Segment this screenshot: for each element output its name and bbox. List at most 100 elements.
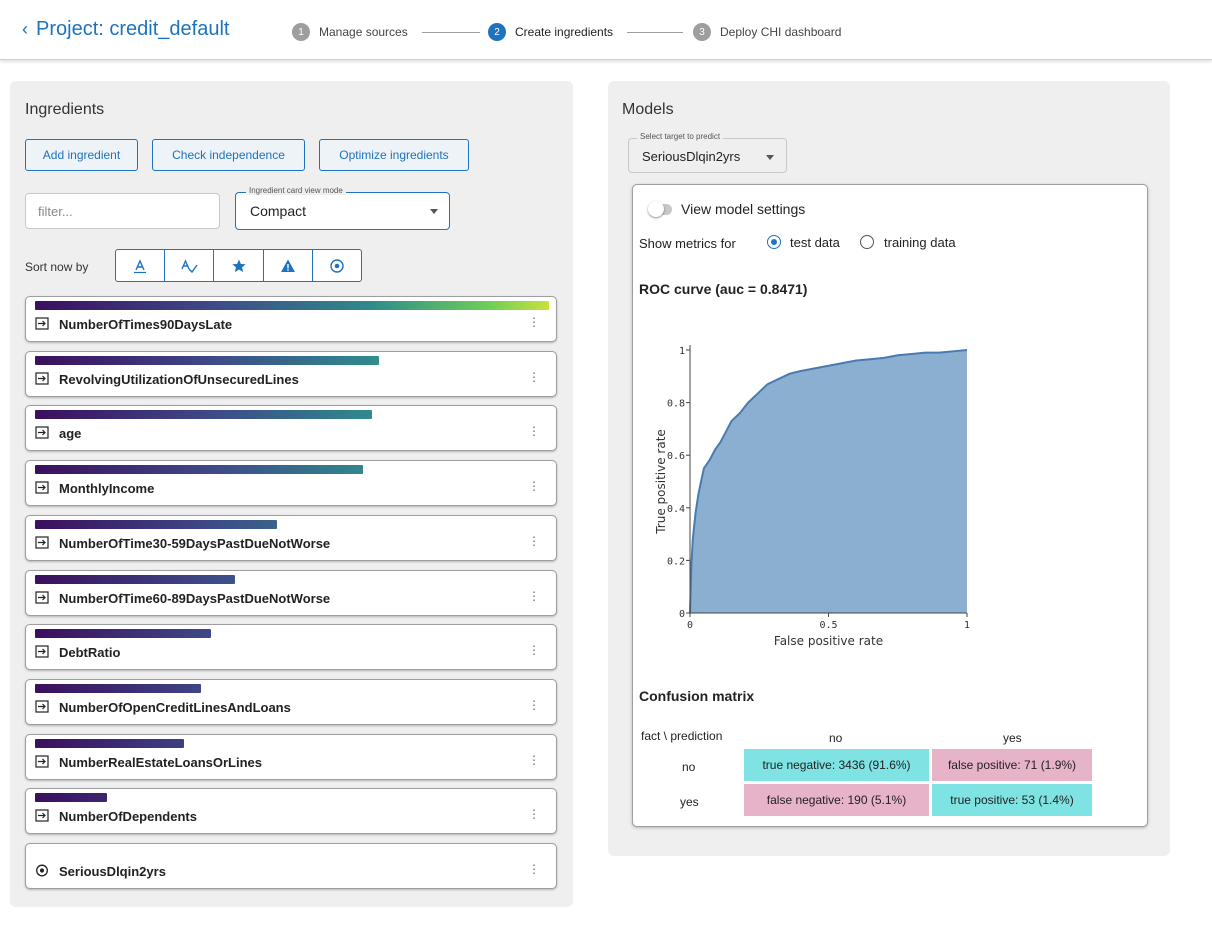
more-vert-icon[interactable]: ⋮ — [528, 807, 540, 821]
radio-test-label: test data — [790, 235, 840, 250]
importance-bar — [35, 356, 379, 365]
target-select[interactable]: Select target to predict SeriousDlqin2yr… — [628, 138, 787, 173]
step-connector — [627, 32, 683, 33]
ingredient-name: NumberOfDependents — [59, 809, 197, 824]
ingredient-card[interactable]: NumberRealEstateLoansOrLines⋮ — [25, 734, 557, 780]
view-mode-legend: Ingredient card view mode — [246, 186, 346, 195]
input-icon — [35, 755, 49, 768]
importance-bar — [35, 410, 372, 419]
ingredient-name: NumberOfTimes90DaysLate — [59, 317, 232, 332]
models-title: Models — [622, 101, 674, 119]
ingredient-name: NumberOfTime60-89DaysPastDueNotWorse — [59, 591, 330, 606]
ingredient-name: SeriousDlqin2yrs — [59, 864, 166, 879]
step-number: 1 — [292, 23, 310, 41]
radio-training-label: training data — [884, 235, 956, 250]
step-create-ingredients[interactable]: 2 Create ingredients — [488, 23, 613, 41]
ingredient-name: NumberOfTime30-59DaysPastDueNotWorse — [59, 536, 330, 551]
ingredient-name: NumberOfOpenCreditLinesAndLoans — [59, 700, 291, 715]
step-manage-sources[interactable]: 1 Manage sources — [292, 23, 408, 41]
target-select-value: SeriousDlqin2yrs — [642, 149, 740, 164]
y-tick-label: 0.2 — [667, 556, 685, 567]
more-vert-icon[interactable]: ⋮ — [528, 315, 540, 329]
cm-col-no: no — [829, 731, 842, 745]
cm-true-positive: true positive: 53 (1.4%) — [932, 784, 1092, 816]
ingredient-name: RevolvingUtilizationOfUnsecuredLines — [59, 372, 299, 387]
sort-button-group — [115, 249, 362, 282]
confusion-title: Confusion matrix — [639, 688, 754, 704]
show-metrics-label: Show metrics for — [639, 236, 736, 251]
ingredient-card[interactable]: NumberOfOpenCreditLinesAndLoans ⋮ — [25, 679, 557, 725]
warning-icon[interactable] — [264, 250, 313, 281]
step-connector — [422, 32, 480, 33]
radio-test-data[interactable] — [767, 235, 781, 249]
step-label: Create ingredients — [515, 25, 613, 39]
model-settings-toggle[interactable] — [650, 204, 672, 215]
cm-false-positive: false positive: 71 (1.9%) — [932, 749, 1092, 781]
roc-chart: 00.5100.20.40.60.81False positive rateTr… — [640, 330, 1000, 660]
input-icon — [35, 481, 49, 494]
y-tick-label: 0 — [679, 609, 685, 620]
input-icon — [35, 372, 49, 385]
y-tick-label: 0.6 — [667, 451, 685, 462]
optimize-ingredients-button[interactable]: Optimize ingredients — [319, 139, 469, 171]
step-deploy-dashboard[interactable]: 3 Deploy CHI dashboard — [693, 23, 841, 41]
ingredient-card[interactable]: DebtRatio⋮ — [25, 624, 557, 670]
check-independence-button[interactable]: Check independence — [152, 139, 305, 171]
cm-false-negative: false negative: 190 (5.1%) — [744, 784, 929, 816]
more-vert-icon[interactable]: ⋮ — [528, 643, 540, 657]
more-vert-icon[interactable]: ⋮ — [528, 424, 540, 438]
y-tick-label: 0.8 — [667, 399, 685, 410]
input-icon — [35, 645, 49, 658]
importance-bar — [35, 301, 549, 310]
more-vert-icon[interactable]: ⋮ — [528, 862, 540, 876]
top-bar: ‹Project: credit_default 1 Manage source… — [0, 0, 1212, 60]
radio-training-data[interactable] — [860, 235, 874, 249]
target-select-legend: Select target to predict — [637, 132, 723, 141]
target-icon — [35, 864, 49, 877]
chevron-left-icon: ‹ — [22, 19, 28, 40]
view-mode-select[interactable]: Ingredient card view mode Compact — [235, 192, 450, 230]
more-vert-icon[interactable]: ⋮ — [528, 370, 540, 384]
ingredient-card[interactable]: MonthlyIncome⋮ — [25, 460, 557, 506]
ingredient-card[interactable]: RevolvingUtilizationOfUnsecuredLines ⋮ — [25, 351, 557, 397]
roc-title: ROC curve (auc = 0.8471) — [639, 281, 807, 297]
step-number: 3 — [693, 23, 711, 41]
y-axis-label: True positive rate — [654, 429, 668, 535]
input-icon — [35, 700, 49, 713]
star-icon[interactable] — [214, 250, 263, 281]
sort-alpha-icon[interactable] — [116, 250, 165, 281]
importance-bar — [35, 520, 277, 529]
input-icon — [35, 809, 49, 822]
x-axis-label: False positive rate — [774, 634, 883, 648]
caret-down-icon — [766, 155, 774, 160]
add-ingredient-button[interactable]: Add ingredient — [25, 139, 138, 171]
more-vert-icon[interactable]: ⋮ — [528, 753, 540, 767]
more-vert-icon[interactable]: ⋮ — [528, 534, 540, 548]
ingredient-card[interactable]: SeriousDlqin2yrs ⋮ — [25, 843, 557, 889]
importance-bar — [35, 575, 235, 584]
ingredient-card[interactable]: NumberOfDependents ⋮ — [25, 788, 557, 834]
view-model-settings-label: View model settings — [681, 201, 805, 217]
step-label: Deploy CHI dashboard — [720, 25, 841, 39]
target-icon[interactable] — [313, 250, 361, 281]
input-icon — [35, 426, 49, 439]
more-vert-icon[interactable]: ⋮ — [528, 589, 540, 603]
input-icon — [35, 591, 49, 604]
ingredient-card[interactable]: NumberOfTimes90DaysLate ⋮ — [25, 296, 557, 342]
ingredient-card[interactable]: NumberOfTime60-89DaysPastDueNotWorse ⋮ — [25, 570, 557, 616]
ingredient-card[interactable]: NumberOfTime30-59DaysPastDueNotWorse ⋮ — [25, 515, 557, 561]
ingredients-title: Ingredients — [25, 101, 104, 119]
importance-bar — [35, 629, 211, 638]
more-vert-icon[interactable]: ⋮ — [528, 479, 540, 493]
back-to-project-link[interactable]: ‹Project: credit_default — [22, 18, 229, 41]
filter-input[interactable]: filter... — [25, 193, 220, 229]
more-vert-icon[interactable]: ⋮ — [528, 698, 540, 712]
roc-area — [690, 350, 967, 613]
importance-bar — [35, 793, 107, 802]
ingredient-card[interactable]: age ⋮ — [25, 405, 557, 451]
ingredient-name: age — [59, 426, 81, 441]
spellcheck-icon[interactable] — [165, 250, 214, 281]
cm-col-yes: yes — [1003, 731, 1022, 745]
caret-down-icon — [430, 209, 438, 214]
y-tick-label: 0.4 — [667, 504, 685, 515]
